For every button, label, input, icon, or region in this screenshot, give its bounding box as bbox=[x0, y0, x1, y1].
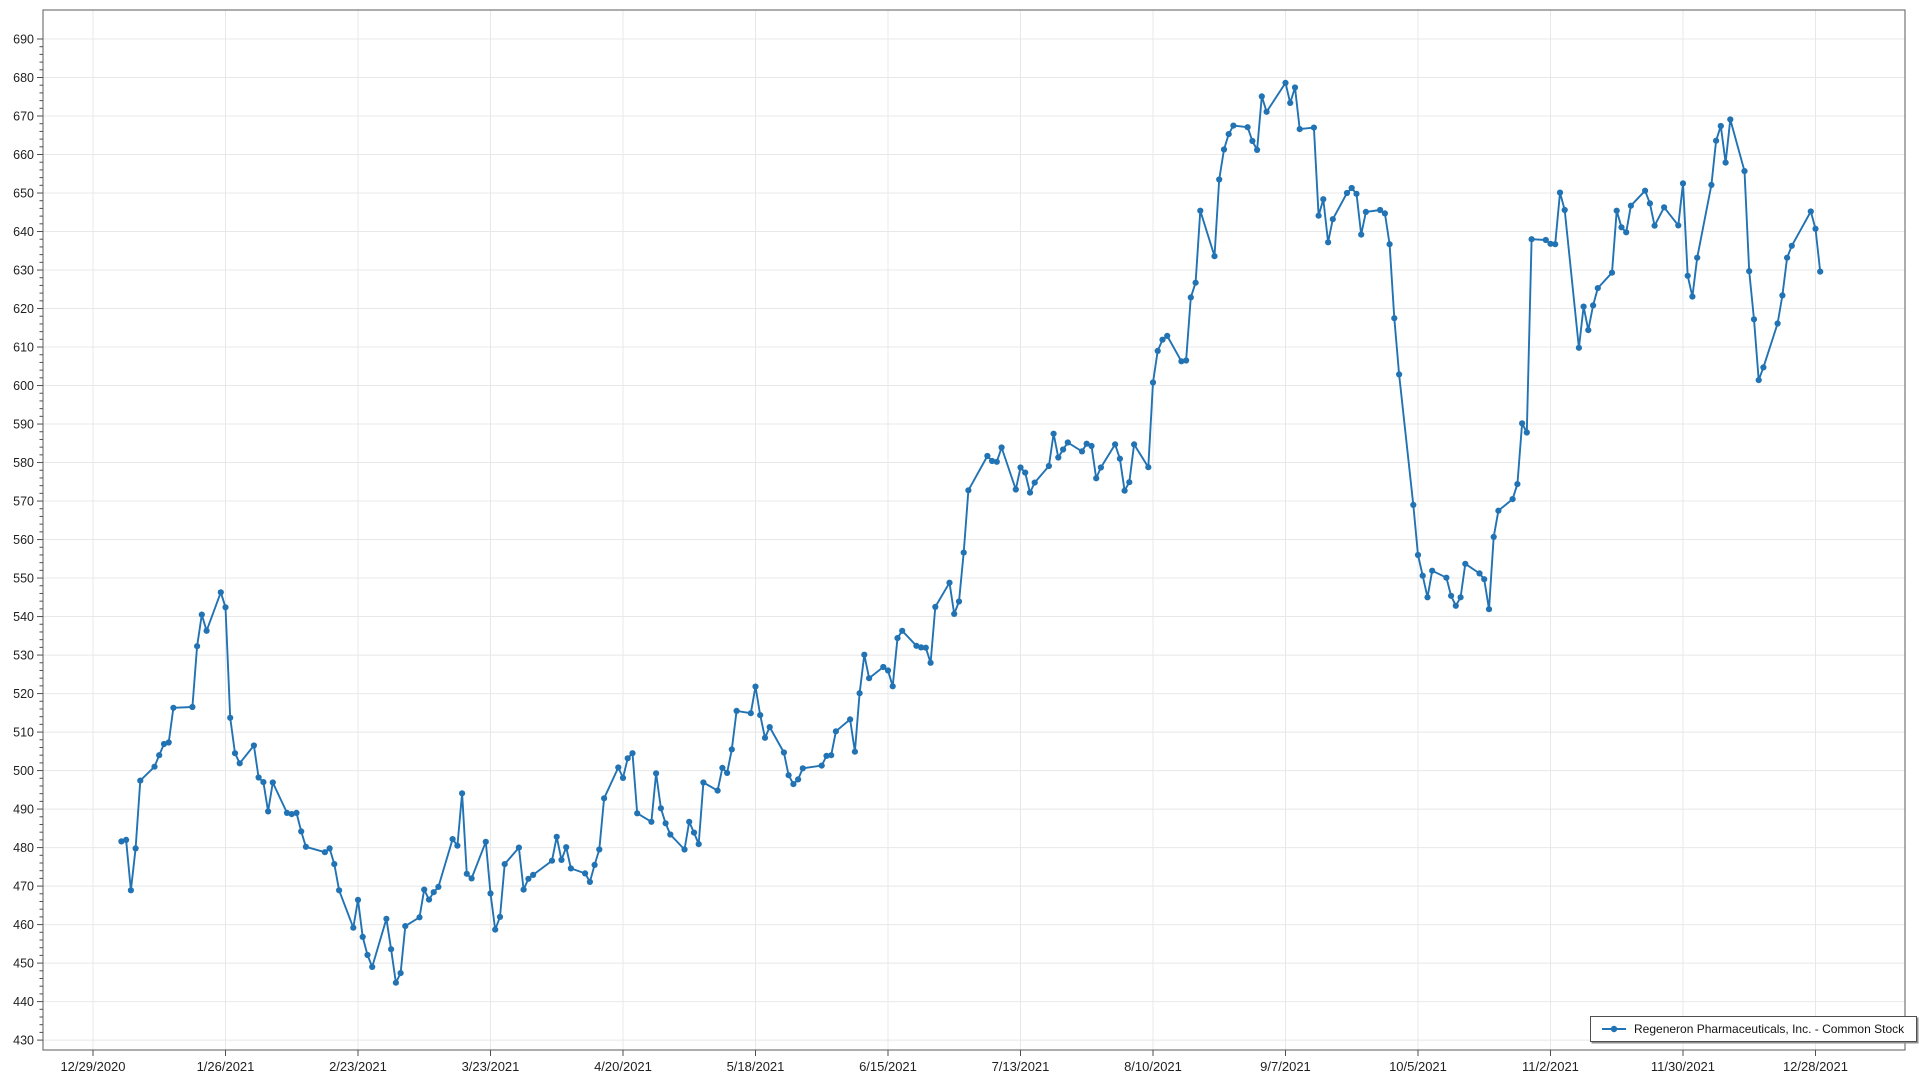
svg-text:12/28/2021: 12/28/2021 bbox=[1783, 1059, 1848, 1074]
svg-text:8/10/2021: 8/10/2021 bbox=[1124, 1059, 1182, 1074]
svg-text:680: 680 bbox=[13, 71, 34, 85]
svg-text:11/2/2021: 11/2/2021 bbox=[1522, 1059, 1579, 1074]
y-axis-labels: 430 440 450 460 470 480 490 500 510 520 530 540 550 5… bbox=[13, 33, 34, 1048]
plot-border bbox=[42, 9, 1906, 1051]
svg-text:520: 520 bbox=[13, 687, 34, 701]
series-line bbox=[120, 81, 1822, 984]
svg-text:610: 610 bbox=[13, 341, 34, 355]
svg-text:600: 600 bbox=[13, 379, 34, 393]
svg-text:590: 590 bbox=[13, 418, 34, 432]
svg-text:650: 650 bbox=[13, 187, 34, 201]
svg-text:560: 560 bbox=[13, 533, 34, 547]
svg-text:460: 460 bbox=[13, 918, 34, 932]
svg-text:2/23/2021: 2/23/2021 bbox=[329, 1059, 387, 1074]
legend-series-line-icon bbox=[1602, 1025, 1626, 1033]
svg-text:3/23/2021: 3/23/2021 bbox=[462, 1059, 520, 1074]
x-axis-labels: 12/29/2020 1/26/2021 2/23/2021 3/23/2021 4/2… bbox=[60, 1059, 1848, 1074]
svg-text:10/5/2021: 10/5/2021 bbox=[1389, 1059, 1447, 1074]
svg-text:570: 570 bbox=[13, 495, 34, 509]
svg-text:480: 480 bbox=[13, 841, 34, 855]
svg-text:6/15/2021: 6/15/2021 bbox=[859, 1059, 917, 1074]
svg-text:440: 440 bbox=[13, 995, 34, 1009]
gridlines bbox=[43, 10, 1905, 1050]
axis-ticks bbox=[37, 38, 1816, 1056]
svg-text:690: 690 bbox=[13, 33, 34, 47]
svg-text:12/29/2020: 12/29/2020 bbox=[60, 1059, 125, 1074]
legend-label: Regeneron Pharmaceuticals, Inc. - Common… bbox=[1634, 1022, 1905, 1036]
series-markers bbox=[118, 79, 1824, 986]
svg-text:430: 430 bbox=[13, 1034, 34, 1048]
svg-text:640: 640 bbox=[13, 225, 34, 239]
svg-text:580: 580 bbox=[13, 456, 34, 470]
svg-text:1/26/2021: 1/26/2021 bbox=[197, 1059, 255, 1074]
svg-text:9/7/2021: 9/7/2021 bbox=[1260, 1059, 1311, 1074]
svg-text:670: 670 bbox=[13, 110, 34, 124]
svg-text:540: 540 bbox=[13, 610, 34, 624]
svg-text:510: 510 bbox=[13, 726, 34, 740]
svg-text:4/20/2021: 4/20/2021 bbox=[594, 1059, 652, 1074]
svg-text:470: 470 bbox=[13, 880, 34, 894]
svg-text:550: 550 bbox=[13, 572, 34, 586]
svg-text:490: 490 bbox=[13, 803, 34, 817]
legend: Regeneron Pharmaceuticals, Inc. - Common… bbox=[1590, 1016, 1918, 1042]
svg-text:11/30/2021: 11/30/2021 bbox=[1651, 1059, 1715, 1074]
svg-text:530: 530 bbox=[13, 649, 34, 663]
svg-text:450: 450 bbox=[13, 957, 34, 971]
svg-text:660: 660 bbox=[13, 148, 34, 162]
svg-text:5/18/2021: 5/18/2021 bbox=[727, 1059, 785, 1074]
svg-text:7/13/2021: 7/13/2021 bbox=[992, 1059, 1050, 1074]
svg-text:500: 500 bbox=[13, 764, 34, 778]
svg-text:630: 630 bbox=[13, 264, 34, 278]
svg-text:620: 620 bbox=[13, 302, 34, 316]
